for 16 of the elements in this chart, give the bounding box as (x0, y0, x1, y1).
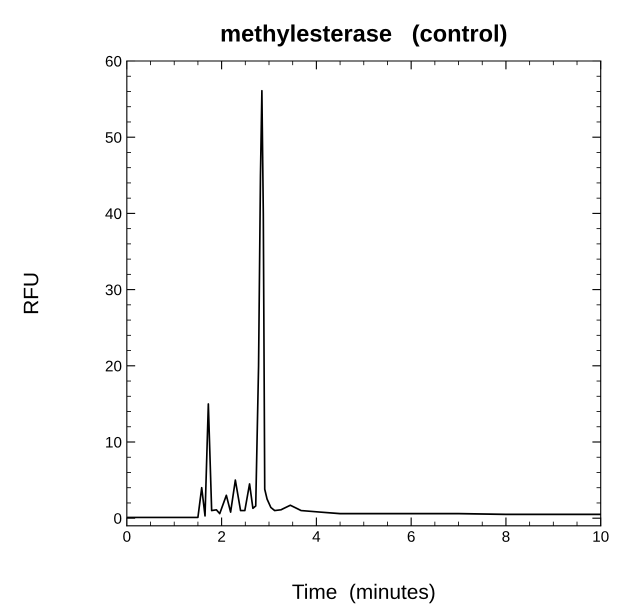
y-tick-label: 50 (106, 132, 122, 143)
y-tick-label: 40 (105, 208, 122, 220)
y-tick-label: 20 (106, 360, 122, 372)
x-tick-label: 0 (123, 531, 130, 542)
x-tick-label: 6 (408, 531, 415, 542)
chart-title: methylesterase (control) (222, 24, 506, 46)
y-tick-label: 30 (106, 284, 122, 296)
y-tick-label: 0 (114, 513, 122, 524)
x-axis-title: Time (minutes) (292, 584, 434, 604)
x-tick-label: 2 (218, 531, 226, 542)
y-axis-title: RFU (24, 274, 38, 314)
y-tick-label: 10 (106, 436, 122, 448)
y-tick-label: 60 (106, 56, 122, 67)
x-tick-label: 4 (312, 531, 320, 542)
x-tick-label: 8 (502, 531, 510, 542)
x-tick-label: 10 (593, 531, 609, 542)
